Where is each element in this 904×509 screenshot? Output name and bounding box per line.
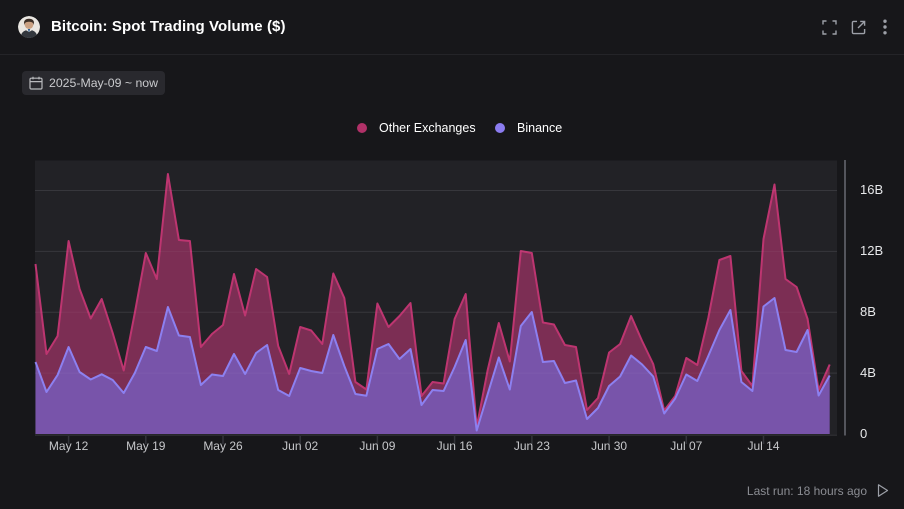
svg-text:Jun 02: Jun 02 [282, 439, 318, 453]
svg-text:May 26: May 26 [203, 439, 243, 453]
svg-text:Jun 16: Jun 16 [437, 439, 473, 453]
svg-text:May 19: May 19 [126, 439, 166, 453]
svg-text:Jun 30: Jun 30 [591, 439, 627, 453]
svg-text:12B: 12B [860, 243, 883, 258]
svg-text:0: 0 [860, 426, 867, 441]
svg-text:16B: 16B [860, 182, 883, 197]
svg-text:Jun 23: Jun 23 [514, 439, 550, 453]
svg-text:Jul 14: Jul 14 [747, 439, 779, 453]
svg-text:Jul 07: Jul 07 [670, 439, 702, 453]
svg-text:May 12: May 12 [49, 439, 89, 453]
svg-text:Jun 09: Jun 09 [359, 439, 395, 453]
svg-text:8B: 8B [860, 304, 876, 319]
svg-text:4B: 4B [860, 365, 876, 380]
